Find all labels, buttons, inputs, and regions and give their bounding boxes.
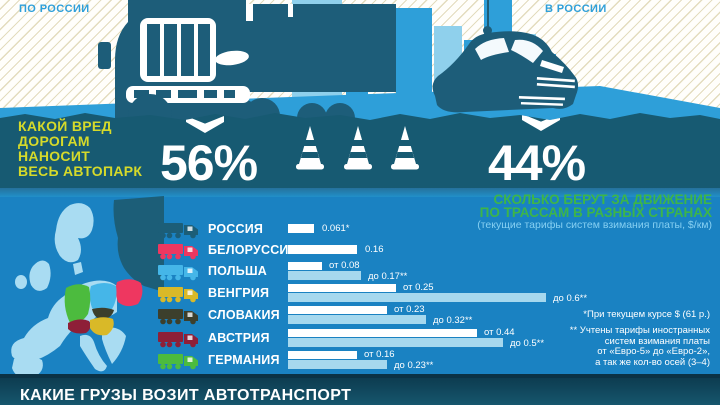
car-share-value: 44% (488, 135, 586, 191)
country-label: ПОЛЬША (208, 264, 267, 278)
map-country-belarus (115, 279, 143, 307)
toll-bar-min (288, 224, 314, 233)
toll-value-min: от 0.16 (364, 349, 395, 360)
country-label: АВСТРИЯ (208, 331, 270, 345)
truck-icon (158, 350, 202, 370)
toll-bar-max (288, 315, 426, 324)
toll-value-max: до 0.5** (510, 337, 545, 349)
truck-icon (158, 240, 202, 260)
cargo-section-header: КАКИЕ ГРУЗЫ ВОЗИТ АВТОТРАНСПОРТ (0, 374, 720, 405)
toll-row: ГЕРМАНИЯ от 0.16 до 0.23** (158, 349, 718, 371)
map-country-russia (113, 196, 164, 292)
traffic-cones-icon (296, 126, 419, 170)
truck-share-value: 56% (160, 135, 258, 191)
crane-hook-icon (483, 26, 492, 35)
toll-row: СЛОВАКИЯ от 0.23 до 0.32** (158, 304, 718, 326)
truck-icon (158, 305, 202, 325)
toll-bar-min (288, 283, 396, 292)
toll-value-max: до 0.32** (433, 314, 473, 326)
toll-bars: 0.061* (288, 218, 718, 240)
toll-value-min: 0.061* (322, 223, 350, 234)
toll-chart: РОССИЯ 0.061* БЕЛОРУССИЯ 0.16 (158, 218, 718, 374)
country-label: БЕЛОРУССИЯ (208, 243, 298, 257)
map-country-austria (68, 319, 91, 334)
tolls-subtitle: (текущие тарифы систем взимания платы, $… (477, 219, 712, 231)
toll-bar-max (288, 360, 387, 369)
toll-bars: от 0.16 до 0.23** (288, 349, 718, 371)
toll-bars: от 0.25 до 0.6** (288, 282, 718, 304)
truck-icon (158, 261, 202, 281)
toll-row: АВСТРИЯ от 0.44 до 0.5** (158, 327, 718, 349)
toll-row: ВЕНГРИЯ от 0.25 до 0.6** (158, 282, 718, 304)
toll-bar-min (288, 350, 357, 359)
truck-icon (158, 219, 202, 239)
toll-value-min: 0.16 (365, 244, 384, 255)
toll-row: БЕЛОРУССИЯ 0.16 (158, 239, 718, 261)
map-country-slovakia (92, 307, 114, 320)
toll-value-min: от 0.25 (403, 282, 434, 293)
truck-icon (158, 283, 202, 303)
footnote-currency: *При текущем курсе $ (61 р.) (583, 309, 710, 320)
damage-heading: КАКОЙ ВРЕД ДОРОГАМ НАНОСИТ ВЕСЬ АВТОПАРК (18, 118, 143, 179)
tolls-title: СКОЛЬКО БЕРУТ ЗА ДВИЖЕНИЕ ПО ТРАССАМ В Р… (479, 192, 712, 220)
tolls-section: СКОЛЬКО БЕРУТ ЗА ДВИЖЕНИЕ ПО ТРАССАМ В Р… (0, 188, 720, 379)
toll-row: ПОЛЬША от 0.08 до 0.17** (158, 260, 718, 282)
truck-icon (158, 328, 202, 348)
toll-bar-min (288, 261, 322, 270)
europe-map (11, 196, 164, 379)
caption-right: В РОССИИ (545, 3, 607, 15)
toll-value-max: до 0.6** (553, 292, 588, 304)
toll-bars: от 0.23 до 0.32** (288, 304, 718, 326)
caption-left: ПО РОССИИ (19, 3, 90, 15)
toll-value-min: от 0.08 (329, 260, 360, 271)
toll-value-max: до 0.23** (394, 359, 434, 371)
map-country-poland (89, 283, 117, 312)
country-label: СЛОВАКИЯ (208, 308, 280, 322)
footnote-euro-classes: ** Учтены тарифы иностранных систем взим… (569, 325, 710, 368)
toll-value-max: до 0.17** (368, 270, 408, 282)
crane-cable-icon (487, 0, 489, 28)
toll-bar-min (288, 245, 357, 254)
toll-bars: от 0.44 до 0.5** (288, 327, 718, 349)
toll-bars: от 0.08 до 0.17** (288, 260, 718, 282)
toll-bars: 0.16 (288, 239, 718, 261)
toll-bar-max (288, 293, 546, 302)
toll-bar-max (288, 271, 361, 280)
toll-row: РОССИЯ 0.061* (158, 218, 718, 240)
country-label: ГЕРМАНИЯ (208, 353, 280, 367)
toll-bar-min (288, 305, 387, 314)
toll-value-min: от 0.44 (484, 327, 515, 338)
toll-value-min: от 0.23 (394, 304, 425, 315)
country-label: ВЕНГРИЯ (208, 286, 270, 300)
damage-band: КАКОЙ ВРЕД ДОРОГАМ НАНОСИТ ВЕСЬ АВТОПАРК… (0, 113, 720, 188)
map-country-hungary (90, 317, 114, 336)
car-illustration (432, 31, 579, 113)
map-country-germany (64, 284, 91, 324)
toll-bar-min (288, 328, 477, 337)
toll-bar-max (288, 338, 503, 347)
cargo-title: КАКИЕ ГРУЗЫ ВОЗИТ АВТОТРАНСПОРТ (20, 387, 352, 404)
country-label: РОССИЯ (208, 222, 264, 236)
